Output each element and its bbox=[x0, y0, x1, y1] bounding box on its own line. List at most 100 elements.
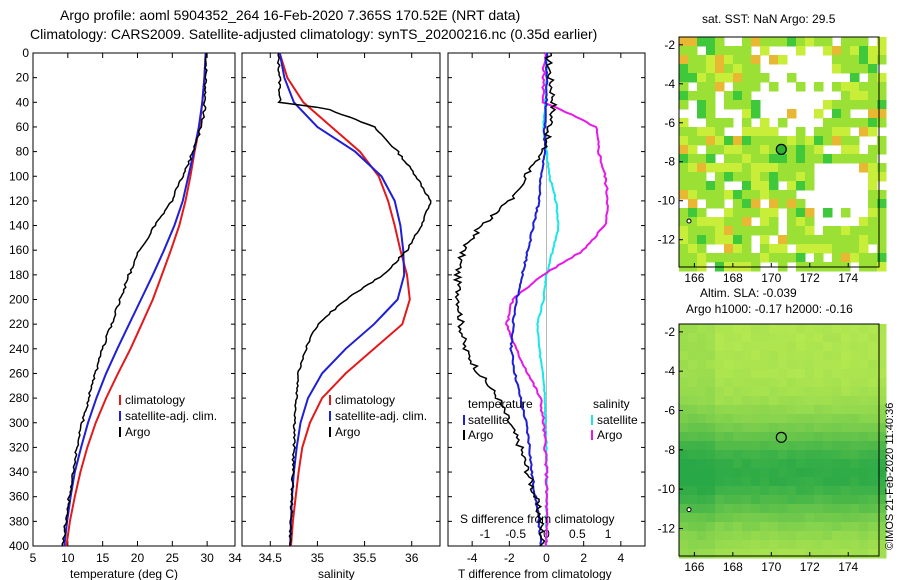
x-tick-label: 25 bbox=[166, 551, 180, 565]
map-cell bbox=[787, 235, 797, 245]
map-cell bbox=[796, 351, 806, 361]
map-cell bbox=[841, 235, 851, 245]
map-cell bbox=[877, 262, 887, 272]
map-cell bbox=[733, 226, 743, 236]
map-cell bbox=[706, 100, 716, 110]
map-cell bbox=[742, 486, 752, 496]
map-cell bbox=[769, 450, 779, 460]
map-cell bbox=[724, 73, 734, 83]
map-cell bbox=[787, 217, 797, 227]
map-cell bbox=[733, 244, 743, 254]
map-cell bbox=[850, 441, 860, 451]
map-cell bbox=[841, 540, 851, 550]
map-cell bbox=[805, 369, 815, 379]
map-cell bbox=[724, 190, 734, 200]
map-cell bbox=[832, 396, 842, 406]
map-cell bbox=[868, 163, 878, 173]
x-tick-label: 0 bbox=[543, 551, 550, 565]
map-cell bbox=[742, 396, 752, 406]
map-cell bbox=[859, 55, 869, 65]
map-cell bbox=[742, 540, 752, 550]
map-cell bbox=[787, 181, 797, 191]
map-cell bbox=[706, 55, 716, 65]
map-cell bbox=[706, 199, 716, 209]
map-cell bbox=[850, 73, 860, 83]
map-cell bbox=[850, 549, 860, 559]
map-cell bbox=[832, 378, 842, 388]
map-cell bbox=[769, 495, 779, 505]
map-cell bbox=[787, 333, 797, 343]
map-cell bbox=[760, 405, 770, 415]
map-cell bbox=[706, 396, 716, 406]
map-cell bbox=[751, 100, 761, 110]
map-cell bbox=[769, 396, 779, 406]
map-cell bbox=[859, 342, 869, 352]
map-cell bbox=[688, 495, 698, 505]
map-cell bbox=[850, 55, 860, 65]
map-cell bbox=[832, 414, 842, 424]
map-cell bbox=[850, 414, 860, 424]
map-cell bbox=[841, 369, 851, 379]
island-marker bbox=[686, 507, 692, 513]
map-cell bbox=[706, 64, 716, 74]
map-cell bbox=[751, 163, 761, 173]
map-frame bbox=[678, 36, 880, 268]
map-cell bbox=[868, 360, 878, 370]
map-cell bbox=[778, 450, 788, 460]
map-cell bbox=[814, 522, 824, 532]
map-cell bbox=[850, 64, 860, 74]
map-cell bbox=[805, 540, 815, 550]
map-cell bbox=[850, 342, 860, 352]
map-cell bbox=[706, 441, 716, 451]
map-cell bbox=[742, 91, 752, 101]
map-cell bbox=[796, 163, 806, 173]
map-cell bbox=[697, 396, 707, 406]
map-cell bbox=[796, 477, 806, 487]
map-cell bbox=[679, 244, 689, 254]
y-tick-label: 20 bbox=[16, 71, 30, 85]
map-cell bbox=[733, 73, 743, 83]
map-cell bbox=[751, 540, 761, 550]
map-cell bbox=[805, 522, 815, 532]
credit-text: ©IMOS 21-Feb-2020 11:40:36 bbox=[884, 403, 896, 550]
map-cell bbox=[769, 531, 779, 541]
map-cell bbox=[787, 405, 797, 415]
map-cell bbox=[715, 522, 725, 532]
altim-map-title: Altim. SLA: -0.039 bbox=[700, 286, 797, 300]
t-satellite-line bbox=[509, 52, 549, 547]
map-cell bbox=[769, 190, 779, 200]
map-cell bbox=[742, 324, 752, 334]
map-cell bbox=[715, 37, 725, 47]
map-cell bbox=[796, 450, 806, 460]
x-tick-label: 35 bbox=[311, 551, 325, 565]
map-cell bbox=[796, 423, 806, 433]
map-cell bbox=[679, 73, 689, 83]
map-cell bbox=[850, 531, 860, 541]
map-cell bbox=[697, 163, 707, 173]
map-cell bbox=[823, 495, 833, 505]
map-cell bbox=[706, 351, 716, 361]
map-cell bbox=[769, 333, 779, 343]
map-cell bbox=[715, 217, 725, 227]
map-cell bbox=[814, 495, 824, 505]
map-cell bbox=[733, 190, 743, 200]
map-cell bbox=[859, 378, 869, 388]
map-cell bbox=[697, 342, 707, 352]
map-cell bbox=[778, 477, 788, 487]
map-cell bbox=[832, 495, 842, 505]
map-cell bbox=[742, 55, 752, 65]
map-cell bbox=[832, 235, 842, 245]
map-cell bbox=[814, 513, 824, 523]
map-cell bbox=[679, 37, 689, 47]
legend-label: satellite-adj. clim. bbox=[125, 409, 217, 423]
map-cell bbox=[706, 504, 716, 514]
map-cell bbox=[850, 405, 860, 415]
map-cell bbox=[823, 477, 833, 487]
map-cell bbox=[769, 387, 779, 397]
map-cell bbox=[715, 172, 725, 182]
map-cell bbox=[742, 199, 752, 209]
map-cell bbox=[724, 253, 734, 263]
map-cell bbox=[715, 513, 725, 523]
map-cell bbox=[697, 423, 707, 433]
map-cell bbox=[877, 405, 887, 415]
